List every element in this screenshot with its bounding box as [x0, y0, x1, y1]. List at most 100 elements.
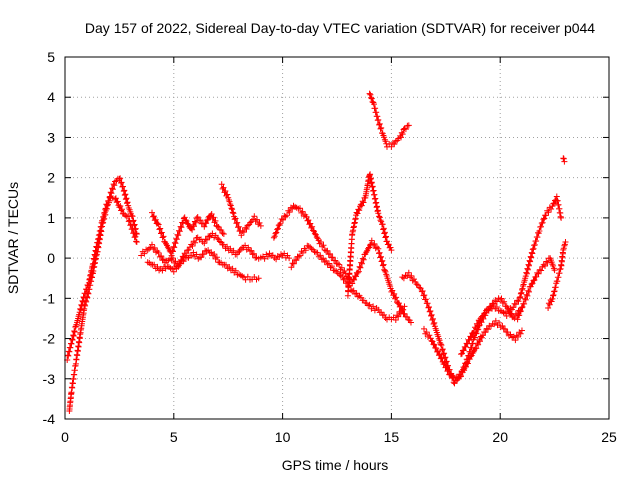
y-tick-label: -2 — [43, 331, 56, 347]
data-point-run — [90, 239, 101, 267]
data-point-run — [310, 227, 322, 244]
data-point-run — [431, 323, 444, 348]
data-point-run — [499, 322, 511, 336]
data-point-run — [240, 242, 252, 253]
data-point — [407, 319, 414, 326]
data-point-run — [401, 310, 413, 324]
y-tick-label: -3 — [43, 371, 56, 387]
data-point-run — [242, 273, 253, 283]
data-point-run — [527, 273, 540, 290]
data-point-run — [529, 229, 542, 253]
data-point-run — [392, 305, 407, 323]
data-point-run — [464, 330, 477, 347]
x-tick-label: 5 — [170, 429, 178, 445]
data-point-run — [523, 249, 536, 277]
x-tick-label: 20 — [492, 429, 508, 445]
data-point-run — [375, 245, 388, 273]
x-tick-label: 25 — [601, 429, 617, 445]
data-point-run — [244, 216, 256, 229]
data-point-run — [181, 244, 193, 257]
y-tick-label: -1 — [43, 290, 56, 306]
data-point-run — [120, 187, 131, 207]
data-point-run — [168, 231, 181, 259]
data-point-run — [336, 261, 348, 276]
data-point-run — [68, 362, 79, 396]
data-point-run — [251, 213, 263, 228]
data-point-run — [434, 348, 446, 365]
series-track-p — [560, 155, 568, 165]
data-point-run — [277, 212, 289, 227]
data-point-run — [412, 279, 424, 292]
grid-lines — [65, 57, 609, 419]
data-point-run — [479, 325, 491, 339]
data-point — [558, 214, 565, 221]
data-point-run — [144, 244, 154, 253]
data-point-run — [112, 195, 122, 209]
data-point-run — [368, 237, 380, 252]
data-point — [562, 239, 569, 246]
data-point-run — [560, 155, 567, 162]
y-tick-label: 5 — [47, 49, 55, 65]
series-track-k — [399, 269, 523, 387]
data-point-run — [392, 135, 402, 145]
data-point-run — [220, 241, 232, 254]
data-point — [257, 222, 264, 229]
data-point-run — [357, 294, 372, 309]
data-point-run — [375, 306, 389, 321]
data-point-run — [505, 331, 517, 341]
data-point-run — [85, 261, 96, 286]
data-point-run — [471, 317, 483, 335]
series-track-j — [366, 90, 412, 150]
data-point-run — [162, 255, 173, 266]
data-point-run — [510, 297, 522, 311]
y-tick-label: 2 — [47, 170, 55, 186]
data-point-run — [401, 122, 411, 133]
data-point-run — [388, 139, 398, 150]
y-tick-label: -4 — [43, 411, 56, 427]
data-points — [64, 90, 569, 414]
data-point-run — [384, 314, 397, 323]
data-point-run — [207, 211, 220, 229]
series-track-i — [344, 171, 395, 299]
series-track-c — [138, 230, 293, 270]
series-track-g — [270, 202, 414, 326]
data-point — [133, 230, 140, 237]
x-tick-label: 10 — [275, 429, 291, 445]
data-point-run — [107, 181, 118, 197]
data-point-run — [129, 225, 140, 245]
data-point-run — [201, 233, 213, 247]
data-point-run — [151, 261, 163, 274]
series-track-a — [66, 175, 140, 414]
data-point-run — [149, 209, 161, 227]
data-point-run — [77, 305, 88, 338]
data-point-run — [331, 267, 346, 280]
data-point-run — [362, 241, 374, 258]
data-point-run — [66, 390, 75, 414]
data-point-run — [129, 213, 140, 237]
data-point-run — [344, 232, 356, 299]
data-point-run — [270, 221, 283, 241]
data-point-run — [453, 368, 465, 382]
data-point-run — [99, 205, 109, 224]
data-point-run — [366, 171, 377, 194]
x-tick-label: 0 — [61, 429, 69, 445]
y-tick-label: 1 — [47, 210, 55, 226]
data-point-run — [421, 325, 433, 340]
data-point-run — [399, 272, 411, 282]
data-point-run — [116, 175, 126, 190]
y-tick-label: 4 — [47, 89, 55, 105]
data-point-run — [492, 317, 504, 331]
data-point-run — [349, 212, 360, 238]
data-point — [255, 275, 262, 282]
data-point-run — [366, 301, 380, 314]
series-track-f — [218, 181, 264, 239]
data-point-run — [349, 287, 363, 300]
data-point-run — [477, 309, 489, 322]
data-point-run — [542, 204, 555, 219]
data-point-run — [170, 260, 182, 275]
data-point-run — [553, 193, 564, 220]
data-point — [286, 255, 293, 262]
data-point-run — [503, 305, 515, 319]
data-point-run — [68, 324, 79, 347]
